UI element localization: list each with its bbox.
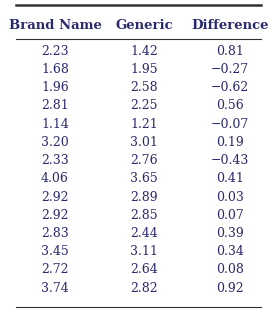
Text: 2.85: 2.85 bbox=[130, 209, 158, 222]
Text: 2.23: 2.23 bbox=[41, 45, 69, 58]
Text: 0.81: 0.81 bbox=[216, 45, 244, 58]
Text: 1.21: 1.21 bbox=[130, 118, 158, 131]
Text: 2.92: 2.92 bbox=[41, 209, 69, 222]
Text: −0.07: −0.07 bbox=[211, 118, 249, 131]
Text: 3.65: 3.65 bbox=[130, 172, 158, 185]
Text: 1.96: 1.96 bbox=[41, 81, 69, 94]
Text: 0.41: 0.41 bbox=[216, 172, 244, 185]
Text: 0.08: 0.08 bbox=[216, 263, 244, 277]
Text: 3.45: 3.45 bbox=[41, 245, 69, 258]
Text: −0.27: −0.27 bbox=[211, 63, 249, 76]
Text: 2.64: 2.64 bbox=[130, 263, 158, 277]
Text: 1.95: 1.95 bbox=[130, 63, 158, 76]
Text: −0.62: −0.62 bbox=[211, 81, 249, 94]
Text: 2.83: 2.83 bbox=[41, 227, 69, 240]
Text: 3.01: 3.01 bbox=[130, 136, 158, 149]
Text: 2.81: 2.81 bbox=[41, 100, 69, 112]
Text: 2.89: 2.89 bbox=[130, 191, 158, 203]
Text: 2.25: 2.25 bbox=[130, 100, 158, 112]
Text: 0.39: 0.39 bbox=[216, 227, 244, 240]
Text: 1.68: 1.68 bbox=[41, 63, 69, 76]
Text: 1.42: 1.42 bbox=[130, 45, 158, 58]
Text: 3.11: 3.11 bbox=[130, 245, 158, 258]
Text: 3.74: 3.74 bbox=[41, 282, 69, 295]
Text: 2.33: 2.33 bbox=[41, 154, 69, 167]
Text: Difference: Difference bbox=[191, 19, 269, 32]
Text: Brand Name: Brand Name bbox=[9, 19, 101, 32]
Text: 2.72: 2.72 bbox=[41, 263, 69, 277]
Text: 1.14: 1.14 bbox=[41, 118, 69, 131]
Text: 2.92: 2.92 bbox=[41, 191, 69, 203]
Text: 4.06: 4.06 bbox=[41, 172, 69, 185]
Text: 0.34: 0.34 bbox=[216, 245, 244, 258]
Text: 0.03: 0.03 bbox=[216, 191, 244, 203]
Text: 0.19: 0.19 bbox=[216, 136, 244, 149]
Text: 3.20: 3.20 bbox=[41, 136, 69, 149]
Text: 0.92: 0.92 bbox=[216, 282, 244, 295]
Text: 0.56: 0.56 bbox=[216, 100, 244, 112]
Text: 2.58: 2.58 bbox=[130, 81, 158, 94]
Text: 0.07: 0.07 bbox=[216, 209, 244, 222]
Text: Generic: Generic bbox=[115, 19, 173, 32]
Text: 2.76: 2.76 bbox=[130, 154, 158, 167]
Text: 2.82: 2.82 bbox=[130, 282, 158, 295]
Text: 2.44: 2.44 bbox=[130, 227, 158, 240]
Text: −0.43: −0.43 bbox=[211, 154, 249, 167]
